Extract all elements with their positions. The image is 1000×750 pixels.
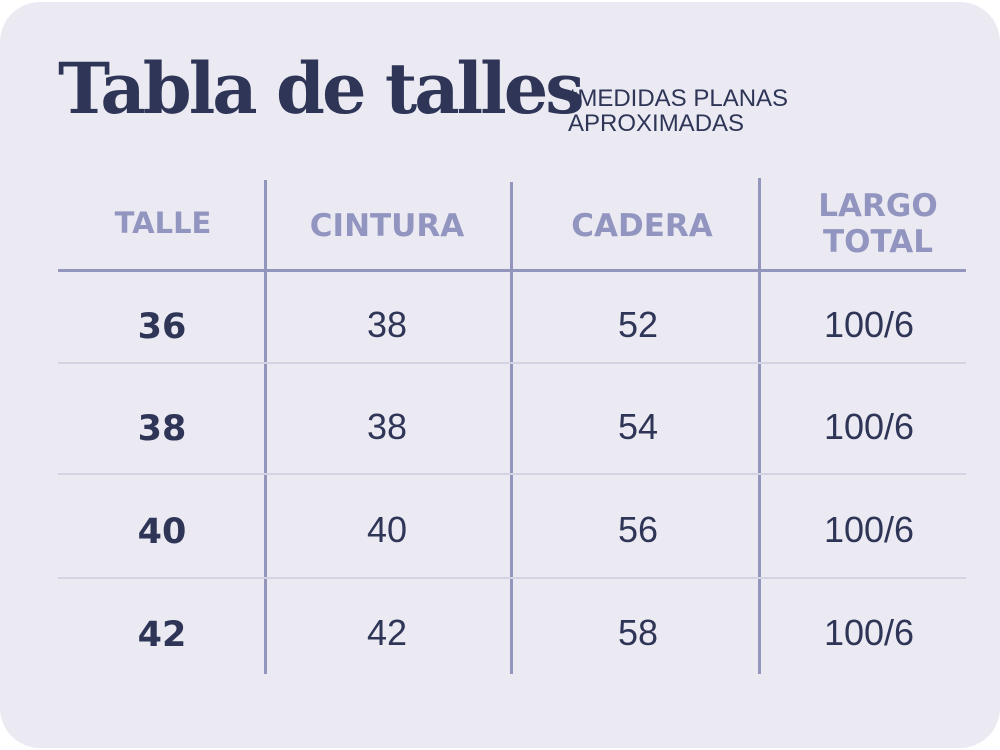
row-divider-3 <box>58 577 966 579</box>
cell-cadera: 58 <box>617 612 659 653</box>
cell-largo: 100/6 <box>823 509 915 550</box>
header-cintura: CINTURA <box>309 208 465 244</box>
measurement-note: *MEDIDAS PLANAS APROXIMADAS <box>568 86 788 136</box>
cell-talle: 42 <box>137 615 187 655</box>
page-title: Tabla de talles <box>58 47 585 130</box>
cell-talle: 40 <box>137 512 187 552</box>
header-talle: TALLE <box>114 206 212 240</box>
cell-cadera: 56 <box>617 509 659 550</box>
cell-largo: 100/6 <box>823 612 915 653</box>
header-largo-line-1: LARGO <box>818 188 938 224</box>
cell-cadera: 52 <box>617 304 659 345</box>
column-divider-2 <box>510 182 513 674</box>
row-divider-2 <box>58 473 966 475</box>
cell-cintura: 40 <box>366 509 408 550</box>
column-divider-3 <box>758 178 761 674</box>
cell-cadera: 54 <box>617 406 659 447</box>
cell-cintura: 42 <box>366 612 408 653</box>
cell-largo: 100/6 <box>823 304 915 345</box>
cell-cintura: 38 <box>366 304 408 345</box>
note-line-2: APROXIMADAS <box>568 110 745 137</box>
header-largo-total: LARGO TOTAL <box>778 188 978 260</box>
header-divider <box>58 269 966 272</box>
column-divider-1 <box>264 180 267 674</box>
header-cadera: CADERA <box>571 208 713 244</box>
cell-largo: 100/6 <box>823 406 915 447</box>
cell-talle: 36 <box>137 307 187 347</box>
note-line-1: *MEDIDAS PLANAS <box>568 85 789 112</box>
row-divider-1 <box>58 362 966 364</box>
cell-cintura: 38 <box>366 406 408 447</box>
header-largo-line-2: TOTAL <box>823 224 933 260</box>
cell-talle: 38 <box>137 409 187 449</box>
